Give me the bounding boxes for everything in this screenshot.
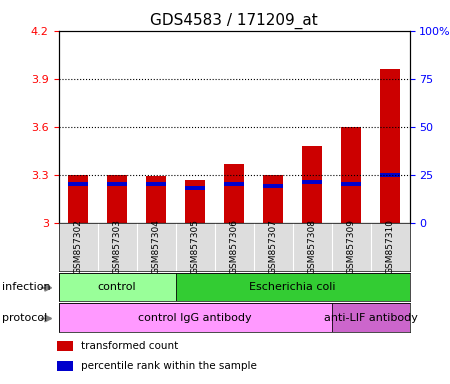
- Bar: [146, 176, 166, 223]
- Text: control IgG antibody: control IgG antibody: [138, 313, 252, 323]
- Text: protocol: protocol: [2, 313, 48, 323]
- Bar: [302, 180, 322, 184]
- Bar: [185, 186, 205, 190]
- Bar: [332, 303, 410, 332]
- Text: GSM857304: GSM857304: [152, 219, 161, 274]
- Title: GDS4583 / 171209_at: GDS4583 / 171209_at: [150, 13, 318, 29]
- Bar: [146, 182, 166, 186]
- Text: transformed count: transformed count: [81, 341, 178, 351]
- Bar: [107, 182, 127, 186]
- Text: GSM857303: GSM857303: [112, 219, 122, 274]
- Bar: [68, 182, 88, 186]
- Bar: [263, 184, 283, 188]
- Bar: [57, 341, 73, 351]
- Text: GSM857306: GSM857306: [230, 219, 238, 274]
- Bar: [380, 173, 400, 177]
- Text: control: control: [98, 282, 136, 292]
- Bar: [341, 182, 361, 186]
- Bar: [341, 127, 361, 223]
- Bar: [68, 175, 88, 223]
- Text: GSM857310: GSM857310: [386, 219, 395, 274]
- Text: GSM857309: GSM857309: [346, 219, 356, 274]
- Bar: [380, 69, 400, 223]
- Text: infection: infection: [2, 282, 51, 292]
- Bar: [57, 361, 73, 371]
- Text: GSM857308: GSM857308: [307, 219, 316, 274]
- Text: anti-LIF antibody: anti-LIF antibody: [324, 313, 418, 323]
- Bar: [185, 180, 205, 223]
- Text: GSM857302: GSM857302: [73, 219, 82, 274]
- Bar: [107, 175, 127, 223]
- Bar: [176, 273, 410, 301]
- Text: GSM857307: GSM857307: [269, 219, 278, 274]
- Bar: [58, 303, 332, 332]
- Text: percentile rank within the sample: percentile rank within the sample: [81, 361, 256, 371]
- Bar: [224, 182, 244, 186]
- Bar: [58, 273, 176, 301]
- Bar: [224, 164, 244, 223]
- Text: GSM857305: GSM857305: [190, 219, 199, 274]
- Text: Escherichia coli: Escherichia coli: [249, 282, 336, 292]
- Bar: [302, 146, 322, 223]
- Bar: [263, 175, 283, 223]
